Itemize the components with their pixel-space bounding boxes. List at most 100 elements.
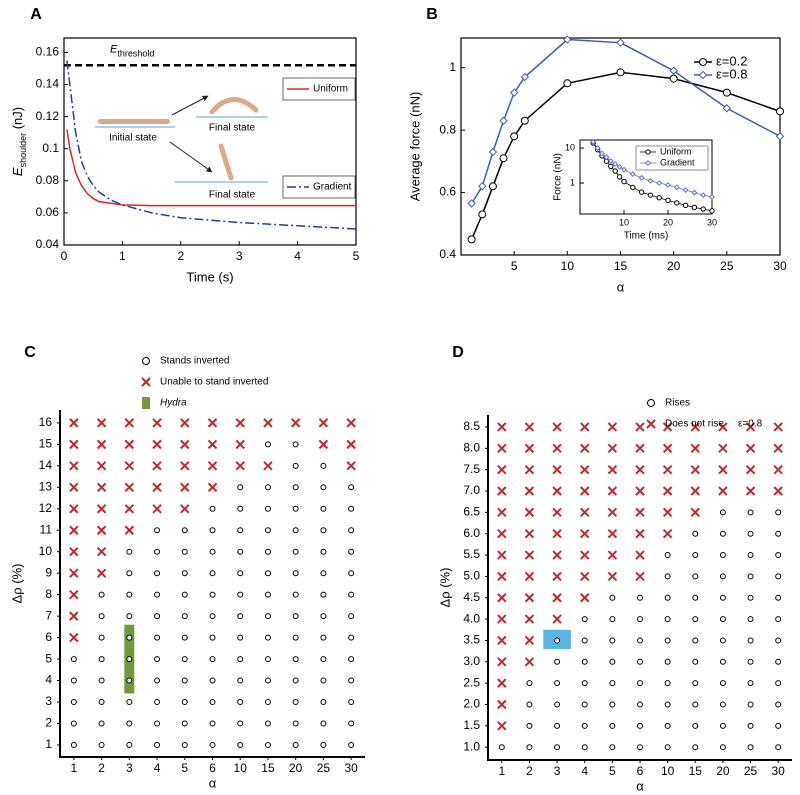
marker	[264, 656, 271, 663]
x-tick-label: 15	[614, 259, 628, 273]
marker	[775, 680, 782, 687]
marker	[488, 147, 498, 157]
marker	[664, 594, 671, 601]
marker	[662, 443, 673, 454]
series-line	[66, 129, 356, 207]
marker	[154, 677, 161, 684]
marker	[552, 528, 562, 539]
marker	[264, 720, 271, 727]
marker	[554, 680, 561, 687]
x-tick-label: 1	[119, 249, 126, 263]
threshold-label-part: threshold	[117, 49, 154, 59]
marker	[645, 149, 651, 155]
x-tick-label: 6	[637, 764, 644, 778]
marker	[142, 357, 150, 365]
marker	[320, 741, 327, 748]
x-tick-label: 5	[353, 249, 360, 263]
marker	[152, 418, 162, 428]
marker	[747, 530, 754, 537]
marker	[552, 593, 562, 603]
marker	[581, 701, 588, 708]
x-tick-label: 20	[289, 761, 303, 775]
marker	[96, 568, 107, 578]
marker	[98, 741, 105, 748]
marker	[699, 58, 707, 66]
marker	[609, 616, 616, 623]
marker	[692, 616, 699, 623]
x-axis-label: Time (s)	[186, 269, 233, 284]
marker	[747, 744, 754, 751]
marker	[775, 616, 782, 623]
y-tick-label: 0.8	[439, 122, 456, 136]
y-tick-label: 11	[40, 522, 53, 536]
marker	[669, 74, 678, 83]
legend-box	[282, 77, 356, 101]
y-tick-label: 5.5	[463, 547, 480, 561]
marker	[664, 573, 671, 580]
y-tick-label: 4.5	[463, 590, 480, 604]
marker	[264, 634, 271, 641]
marker	[209, 699, 216, 706]
y-tick-label: 0.4	[439, 247, 456, 261]
marker	[635, 550, 645, 560]
x-axis-label: α	[617, 279, 625, 294]
x-tick-label: 25	[720, 259, 734, 273]
marker	[320, 613, 327, 620]
marker	[745, 486, 756, 496]
y-tick-label: 12	[39, 501, 53, 515]
marker	[773, 486, 783, 496]
marker	[154, 548, 161, 555]
marker	[207, 418, 218, 428]
marker	[700, 192, 707, 199]
marker	[207, 439, 218, 450]
marker	[552, 464, 562, 475]
marker	[181, 634, 188, 641]
marker	[692, 573, 699, 580]
marker	[181, 591, 188, 598]
marker	[69, 632, 79, 643]
marker	[237, 741, 244, 748]
marker	[320, 548, 327, 555]
marker	[124, 439, 135, 450]
marker	[647, 399, 655, 407]
marker	[181, 548, 188, 555]
marker	[630, 184, 636, 191]
marker	[124, 418, 135, 428]
marker	[264, 699, 271, 706]
marker	[237, 634, 244, 641]
y-tick-label: 3.5	[463, 633, 480, 647]
marker	[318, 418, 329, 428]
marker	[607, 550, 618, 560]
marker	[69, 525, 79, 535]
marker	[478, 182, 487, 191]
annotation: Initial state	[109, 133, 157, 144]
panel-label: A	[30, 6, 42, 23]
marker	[524, 464, 535, 475]
marker	[292, 484, 299, 491]
marker	[635, 507, 645, 518]
marker	[612, 161, 619, 167]
marker	[718, 464, 728, 475]
marker	[235, 418, 245, 428]
marker	[497, 464, 507, 475]
x-tick-label: 30	[344, 761, 358, 775]
marker	[662, 486, 673, 496]
y-tick-label: 0.08	[36, 173, 60, 187]
marker	[747, 509, 754, 516]
marker	[497, 614, 507, 624]
marker	[662, 422, 673, 432]
x-tick-label: 30	[772, 764, 786, 778]
marker	[608, 163, 614, 170]
marker	[719, 680, 726, 687]
marker	[497, 657, 507, 667]
marker	[638, 189, 645, 195]
marker	[96, 461, 107, 471]
axis-line	[59, 410, 365, 758]
marker	[348, 656, 355, 663]
y-tick-label: 1	[570, 177, 575, 187]
marker	[554, 744, 561, 751]
marker	[154, 656, 161, 663]
y-tick-label: 8.5	[463, 419, 480, 433]
marker	[524, 614, 535, 624]
marker	[656, 195, 662, 201]
